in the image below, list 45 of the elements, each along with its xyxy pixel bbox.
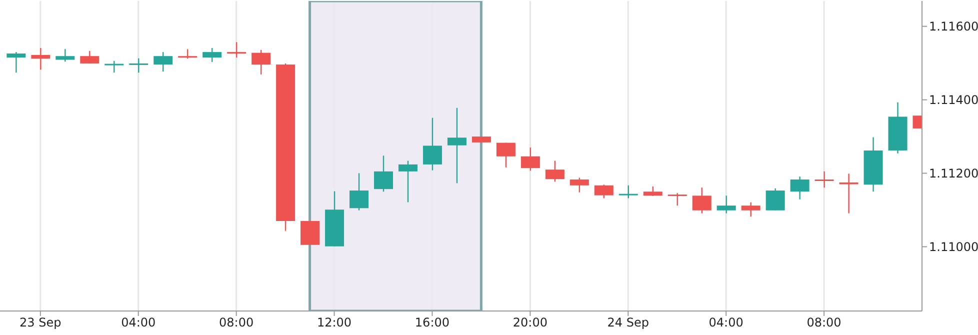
candlestick <box>520 146 540 172</box>
candlestick <box>643 186 662 197</box>
y-tick-label: 1.11400 <box>929 93 978 108</box>
candlestick <box>814 170 834 188</box>
candlestick <box>350 172 369 211</box>
x-tick-label: 12:00 <box>316 316 352 330</box>
candlestick <box>104 60 124 74</box>
candlestick <box>178 48 198 60</box>
x-tick-label: 04:00 <box>121 316 156 330</box>
candlestick <box>839 173 858 214</box>
candlestick <box>716 195 736 214</box>
candlestick <box>31 47 50 70</box>
candlestick <box>227 42 246 58</box>
candlestick <box>80 50 100 64</box>
candlestick <box>447 107 466 184</box>
candlestick <box>692 186 712 214</box>
candlestick <box>570 177 589 193</box>
x-tick-label: 08:00 <box>219 316 254 330</box>
candlestick <box>202 47 222 63</box>
candlestick <box>374 155 394 192</box>
candlestick <box>129 58 148 74</box>
candlestick <box>668 192 687 206</box>
y-tick-label: 1.11600 <box>929 20 978 34</box>
x-tick-label: 24 Sep <box>607 316 649 330</box>
x-tick-label: 08:00 <box>806 316 842 330</box>
x-tick-label: 23 Sep <box>20 316 62 330</box>
candlestick <box>300 220 320 246</box>
candlestick <box>154 51 173 72</box>
candlestick <box>545 160 564 182</box>
candlestick <box>56 48 75 62</box>
candlestick <box>422 117 442 171</box>
y-tick-label: 1.11200 <box>929 166 978 181</box>
x-tick-label: 16:00 <box>414 316 450 330</box>
candlestick <box>6 51 26 74</box>
x-tick-label: 20:00 <box>512 316 548 330</box>
candlestick <box>766 188 785 211</box>
candlestick <box>496 142 516 168</box>
candlestick <box>790 176 810 200</box>
y-tick-label: 1.11000 <box>929 240 978 254</box>
x-tick-label: 04:00 <box>708 316 744 330</box>
candlestick <box>252 49 271 76</box>
candlestick <box>741 202 760 218</box>
candlestick <box>398 160 418 203</box>
candlestick <box>594 184 614 199</box>
candlestick <box>618 184 638 199</box>
